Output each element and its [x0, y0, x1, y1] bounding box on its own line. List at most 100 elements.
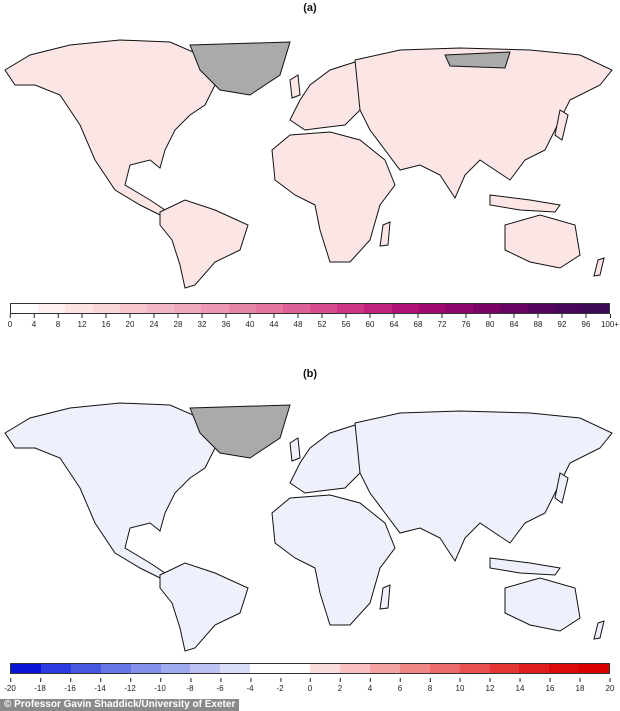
- colorbar-tick-label: 60: [365, 314, 375, 329]
- land-a: [4, 39, 613, 289]
- colorbar-tick-label: 32: [197, 314, 207, 329]
- colorbar-swatch: [40, 664, 71, 673]
- colorbar-tick-label: 12: [77, 314, 87, 329]
- colorbar-tick-label: -16: [64, 678, 76, 693]
- colorbar-a: [10, 303, 610, 314]
- colorbar-swatch: [11, 664, 41, 673]
- colorbar-swatch: [146, 304, 175, 313]
- colorbar-b: [10, 663, 610, 674]
- colorbar-swatch: [581, 304, 610, 313]
- colorbar-tick-label: 56: [341, 314, 351, 329]
- colorbar-tick-label: 2: [337, 678, 343, 693]
- colorbar-swatch: [519, 664, 550, 673]
- colorbar-tick-label: 20: [605, 678, 615, 693]
- colorbar-swatch: [337, 304, 365, 313]
- colorbar-tick-label: 0: [307, 678, 313, 693]
- colorbar-swatch: [549, 664, 580, 673]
- map-b: [4, 402, 613, 652]
- map-a: [4, 39, 613, 289]
- colorbar-tick-label: 88: [533, 314, 543, 329]
- colorbar-swatch: [527, 304, 555, 313]
- colorbar-swatch: [190, 664, 221, 673]
- colorbar-tick-label: -2: [276, 678, 284, 693]
- colorbar-tick-label: -14: [94, 678, 106, 693]
- colorbar-a-ticks: 0 4 8 12 16 20 24 28 32 36 40 44 48 52 56 60 64 68 72 76 80 8…: [7, 314, 619, 340]
- colorbar-tick-label: 4: [31, 314, 37, 329]
- colorbar-swatch: [310, 664, 340, 673]
- colorbar-tick-label: 8: [55, 314, 61, 329]
- colorbar-tick-label: 92: [557, 314, 567, 329]
- colorbar-tick-label: 24: [149, 314, 159, 329]
- colorbar-swatch: [70, 664, 101, 673]
- colorbar-tick-label: 76: [461, 314, 471, 329]
- colorbar-swatch: [500, 304, 528, 313]
- colorbar-swatch: [459, 664, 490, 673]
- colorbar-tick-label: 28: [173, 314, 183, 329]
- colorbar-tick-label: 40: [245, 314, 255, 329]
- siberia-no-data: [444, 51, 511, 69]
- colorbar-tick-label: 68: [413, 314, 423, 329]
- colorbar-swatch: [429, 664, 460, 673]
- colorbar-swatch: [280, 664, 311, 673]
- colorbar-tick-label: 6: [397, 678, 403, 693]
- colorbar-tick-label: 12: [485, 678, 495, 693]
- colorbar-tick-label: -4: [246, 678, 254, 693]
- colorbar-swatch: [65, 304, 93, 313]
- colorbar-tick-label: 100+: [600, 314, 620, 329]
- colorbar-swatch: [418, 304, 446, 313]
- greenland-no-data-b: [189, 404, 291, 459]
- colorbar-tick-label: -12: [124, 678, 136, 693]
- colorbar-tick-label: 96: [581, 314, 591, 329]
- colorbar-swatch: [339, 664, 370, 673]
- colorbar-tick-label: -6: [216, 678, 224, 693]
- land-b: [4, 402, 613, 652]
- colorbar-tick-label: 16: [101, 314, 111, 329]
- colorbar-tick-label: 16: [545, 678, 555, 693]
- greenland-no-data: [189, 41, 291, 96]
- colorbar-tick-label: 8: [427, 678, 433, 693]
- colorbar-swatch: [220, 664, 251, 673]
- colorbar-swatch: [119, 304, 147, 313]
- colorbar-swatch: [201, 304, 229, 313]
- colorbar-tick-label: 18: [575, 678, 585, 693]
- image-credit: © Professor Gavin Shaddick/University of…: [0, 699, 240, 711]
- colorbar-tick-label: -10: [154, 678, 166, 693]
- colorbar-swatch: [369, 664, 400, 673]
- colorbar-swatch: [92, 304, 120, 313]
- colorbar-tick-label: 20: [125, 314, 135, 329]
- colorbar-tick-label: 64: [389, 314, 399, 329]
- panel-a-label: (a): [303, 2, 317, 14]
- colorbar-swatch: [282, 304, 311, 313]
- colorbar-tick-label: 80: [485, 314, 495, 329]
- colorbar-swatch: [228, 304, 256, 313]
- colorbar-swatch: [11, 304, 39, 313]
- colorbar-tick-label: 52: [317, 314, 327, 329]
- colorbar-swatch: [554, 304, 582, 313]
- colorbar-swatch: [399, 664, 430, 673]
- colorbar-tick-label: 10: [455, 678, 465, 693]
- colorbar-tick-label: 72: [437, 314, 447, 329]
- colorbar-swatch: [579, 664, 610, 673]
- colorbar-swatch: [160, 664, 191, 673]
- colorbar-swatch: [174, 304, 202, 313]
- colorbar-tick-label: 48: [293, 314, 303, 329]
- panel-b-label: (b): [302, 368, 318, 380]
- colorbar-swatch: [473, 304, 501, 313]
- colorbar-swatch: [364, 304, 392, 313]
- colorbar-swatch: [100, 664, 131, 673]
- colorbar-swatch: [310, 304, 338, 313]
- colorbar-tick-label: -18: [34, 678, 46, 693]
- colorbar-swatch: [391, 304, 419, 313]
- colorbar-tick-label: 14: [515, 678, 525, 693]
- colorbar-tick-label: 84: [509, 314, 519, 329]
- colorbar-tick-label: -20: [4, 678, 16, 693]
- colorbar-b-ticks: -20 -18 -16 -14 -12 -10 -8 -6 -4 -2 0 2 4 6 8 10 12 14 16 1…: [4, 678, 614, 704]
- colorbar-tick-label: 36: [221, 314, 231, 329]
- colorbar-tick-label: -8: [186, 678, 194, 693]
- colorbar-swatch: [255, 304, 283, 313]
- colorbar-swatch: [446, 304, 474, 313]
- colorbar-swatch: [489, 664, 520, 673]
- colorbar-tick-label: 0: [7, 314, 13, 329]
- colorbar-swatch: [38, 304, 66, 313]
- colorbar-tick-label: 44: [269, 314, 279, 329]
